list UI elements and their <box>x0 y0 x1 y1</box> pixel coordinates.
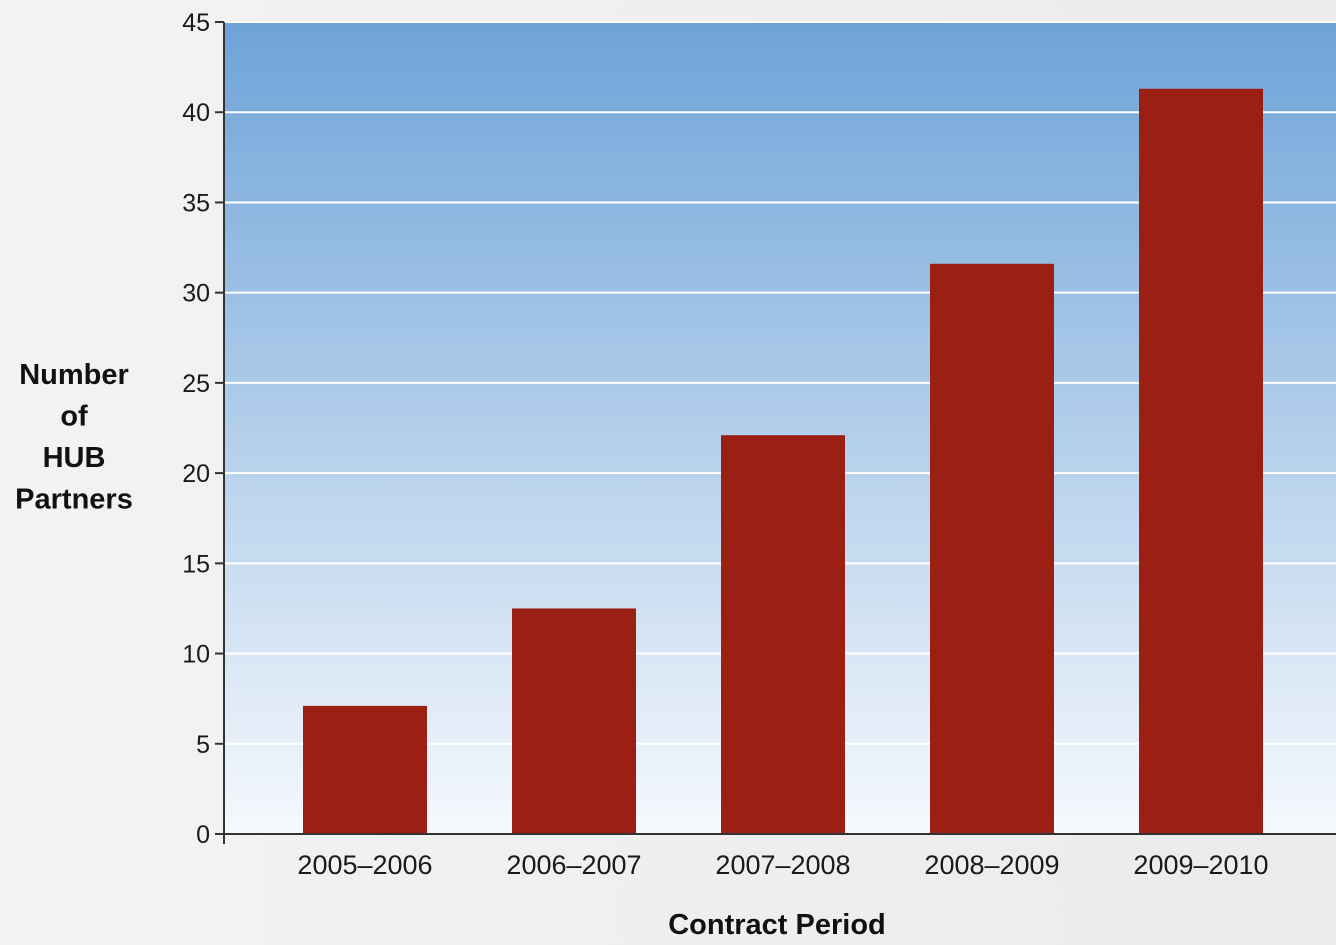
y-axis-title-line: Number <box>19 359 129 391</box>
y-tick-label: 40 <box>182 99 210 127</box>
x-tick-label: 2009–2010 <box>1133 850 1268 880</box>
y-tick-labels: 0 5 10 15 20 25 30 35 40 45 <box>182 9 210 849</box>
y-axis-title-line: HUB <box>43 442 106 474</box>
bar-2007–2008 <box>721 435 845 834</box>
y-tick-label: 15 <box>182 550 210 578</box>
y-axis-title-line: of <box>60 401 88 433</box>
y-axis-title-line: Partners <box>15 484 133 516</box>
x-tick-label: 2005–2006 <box>297 850 432 880</box>
y-tick-label: 5 <box>196 731 210 759</box>
x-tick-label: 2008–2009 <box>924 850 1059 880</box>
y-tick-label: 20 <box>182 460 210 488</box>
y-tick-label: 25 <box>182 370 210 398</box>
y-tick-label: 10 <box>182 641 210 669</box>
bar-2009–2010 <box>1139 88 1263 834</box>
bar-2008–2009 <box>930 263 1054 835</box>
y-axis-title: Number of HUB Partners <box>15 359 133 516</box>
bars <box>303 88 1263 835</box>
x-axis-title: Contract Period <box>668 909 886 940</box>
y-tick-label: 30 <box>182 280 210 308</box>
x-tick-label: 2006–2007 <box>506 850 641 880</box>
x-tick-label: 2007–2008 <box>715 850 850 880</box>
y-tick-label: 45 <box>182 9 210 37</box>
axes <box>215 21 1336 844</box>
bar-2006–2007 <box>512 608 636 834</box>
y-tick-label: 0 <box>196 821 210 849</box>
bar-2005–2006 <box>303 705 427 834</box>
x-tick-labels: 2005–2006 2006–2007 2007–2008 2008–2009 2009… <box>297 850 1268 880</box>
y-tick-label: 35 <box>182 189 210 217</box>
